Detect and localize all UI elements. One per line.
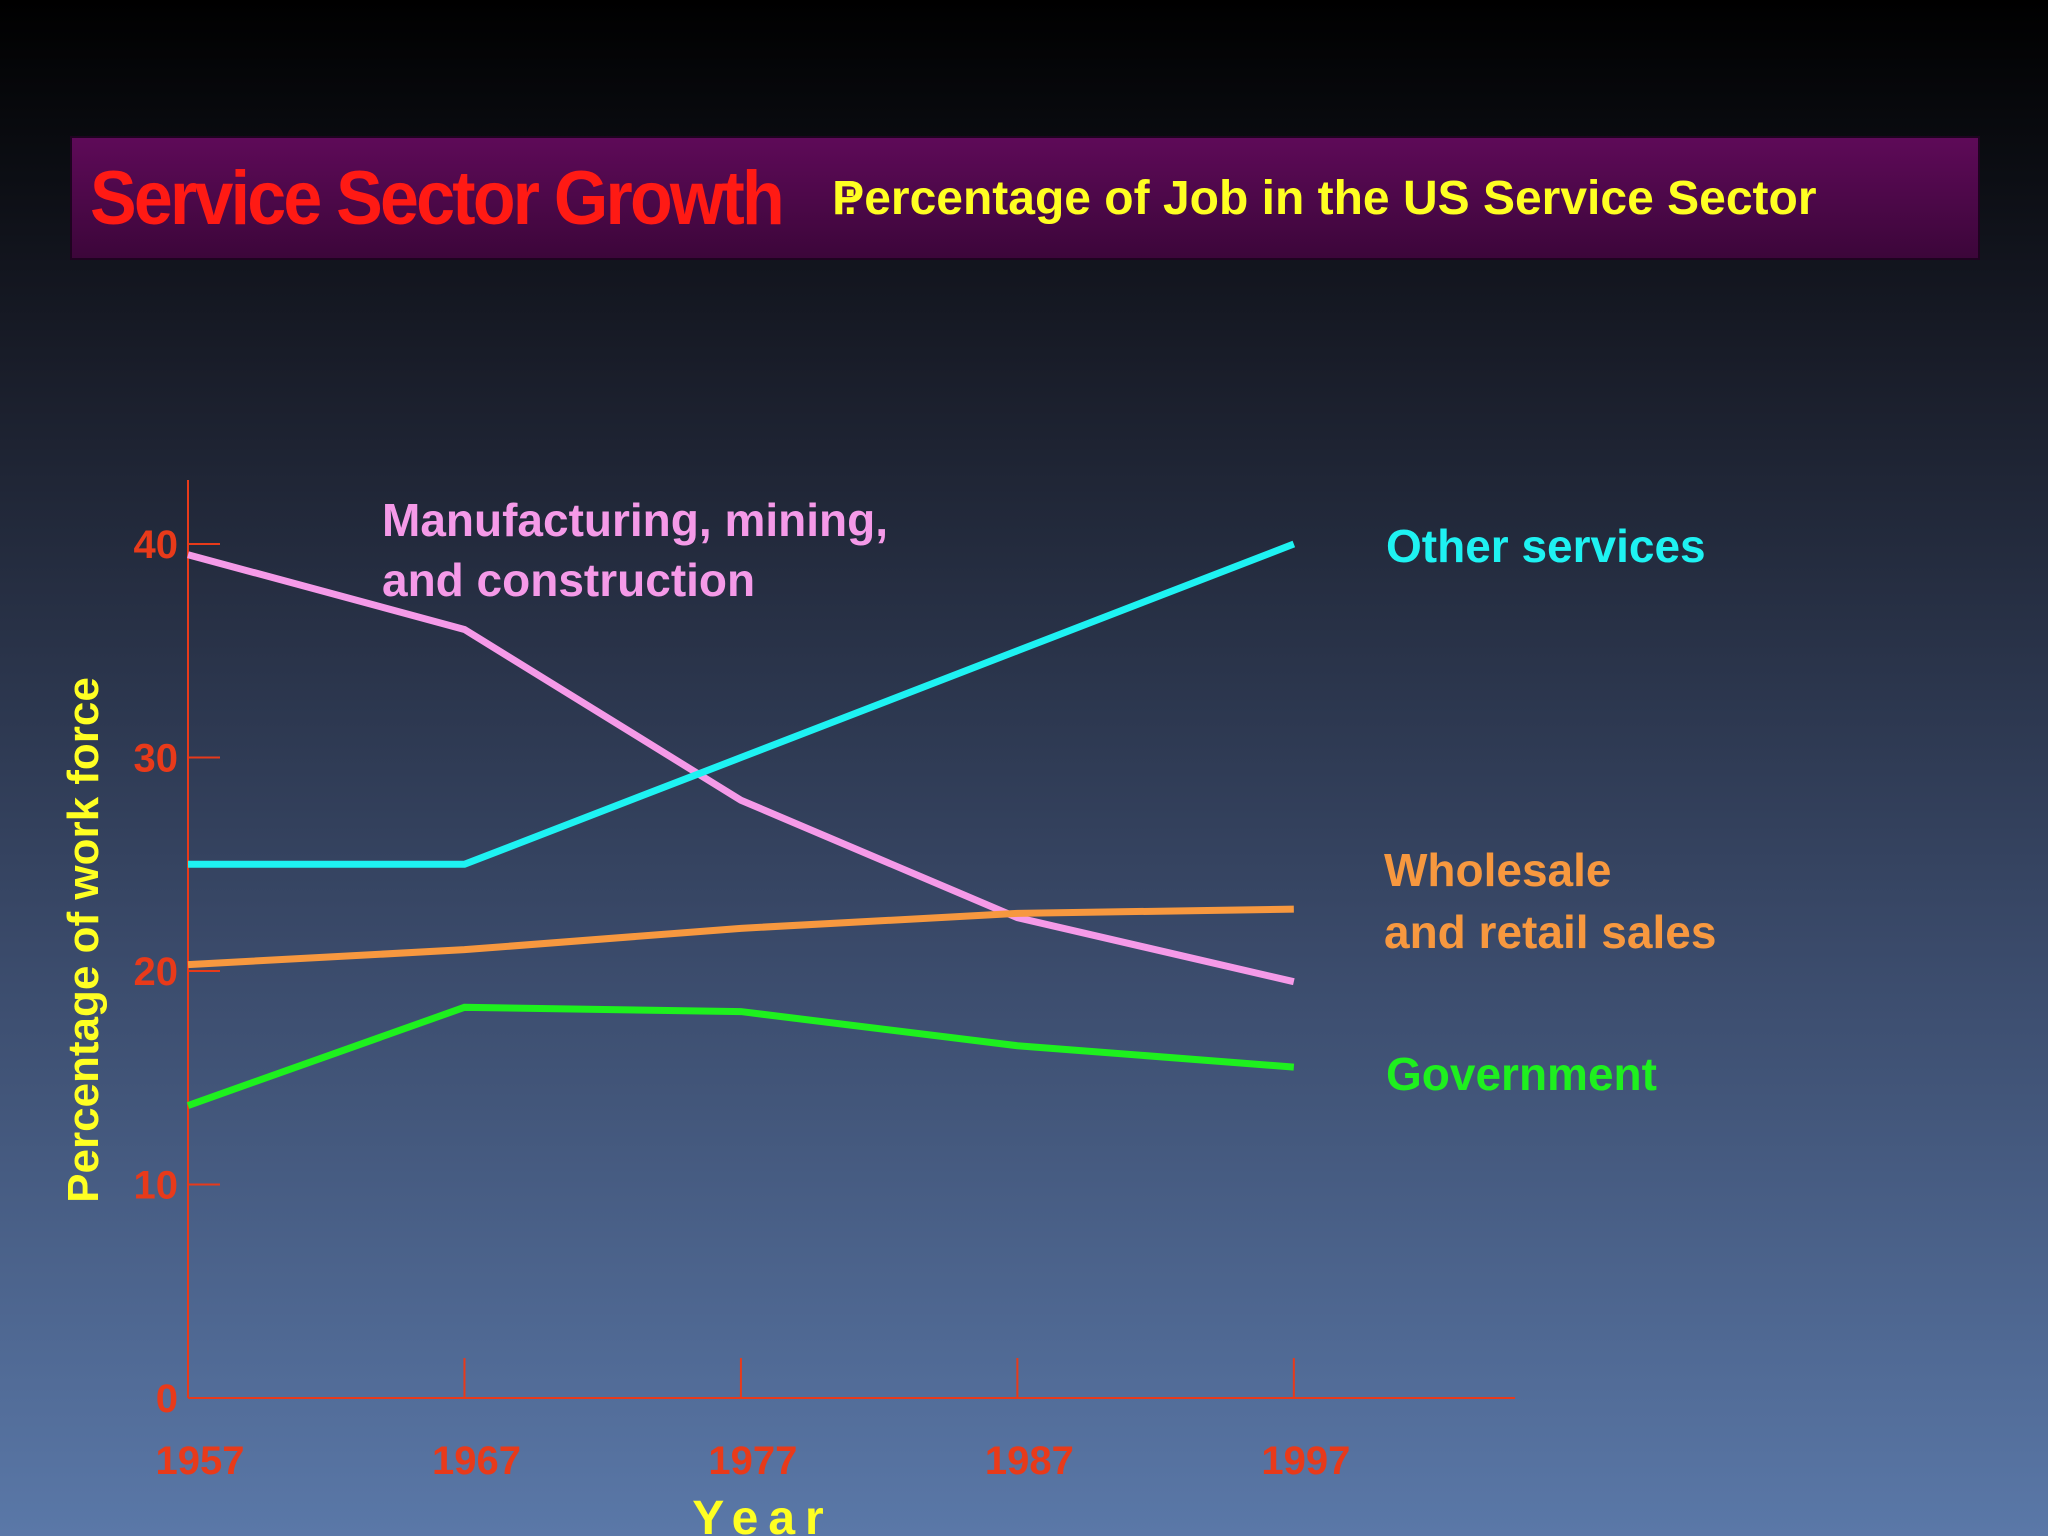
chart-subtitle: Percentage of Job in the US Service Sect…: [832, 171, 1817, 225]
series-line-wholesale-and-retail-sales: [187, 905, 1294, 969]
series-line-government: [186, 1003, 1295, 1109]
series-label-manufacturing-mining-and-construction-0: Manufacturing, mining,: [382, 494, 888, 546]
x-tick-label-1977: 1977: [708, 1439, 797, 1483]
chart-title: Service Sector Growth: [90, 155, 785, 241]
series-label-other-services-0: Other services: [1386, 520, 1706, 572]
y-tick-label-0: 0: [156, 1377, 178, 1421]
series-label-wholesale-and-retail-sales-0: Wholesale: [1384, 844, 1612, 896]
series-label-government-0: Government: [1386, 1048, 1657, 1100]
y-tick-label-40: 40: [134, 523, 179, 567]
y-tick-label-20: 20: [134, 950, 179, 994]
x-tick-label-1987: 1987: [985, 1439, 1074, 1483]
y-tick-label-10: 10: [134, 1164, 179, 1208]
y-tick-label-30: 30: [134, 737, 179, 781]
series-label-wholesale-and-retail-sales-1: and retail sales: [1384, 906, 1716, 958]
title-separator: :: [842, 171, 859, 225]
x-axis-label: Year: [692, 1492, 833, 1536]
x-tick-label-1967: 1967: [432, 1439, 521, 1483]
y-axis-label: Percentage of work force: [59, 677, 108, 1203]
x-tick-label-1957: 1957: [156, 1439, 245, 1483]
series-label-manufacturing-mining-and-construction-1: and construction: [382, 554, 755, 606]
x-tick-label-1997: 1997: [1261, 1439, 1350, 1483]
series-line-manufacturing-mining-and-construction: [187, 551, 1295, 986]
title-banner: Service Sector Growth : Percentage of Jo…: [70, 136, 1980, 260]
